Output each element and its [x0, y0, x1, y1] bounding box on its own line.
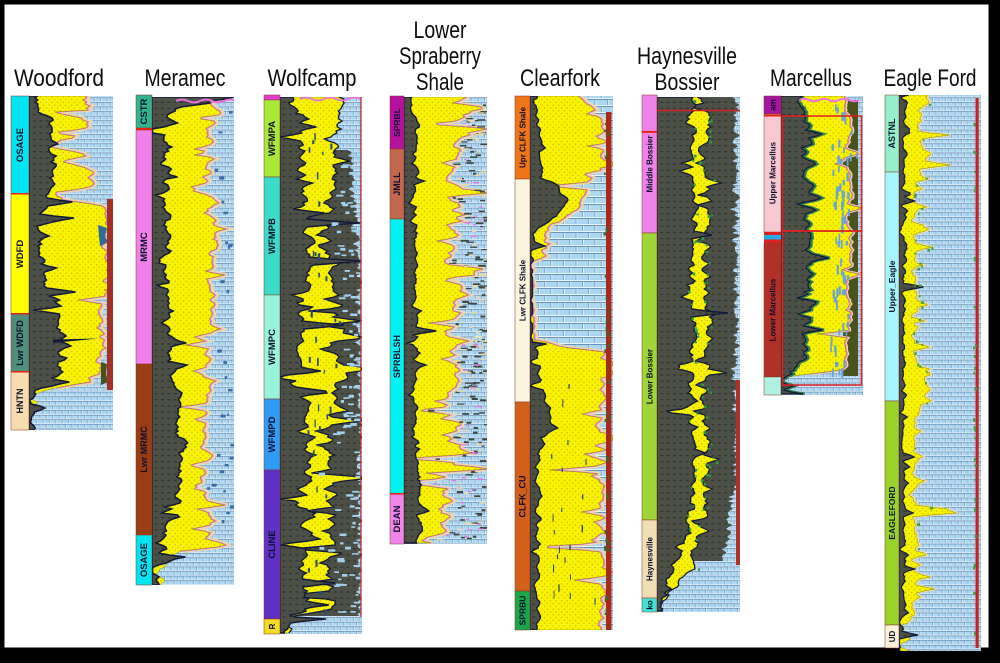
svg-text:Bossier: Bossier: [655, 69, 720, 96]
svg-text:Haynesville: Haynesville: [646, 536, 655, 581]
svg-text:Lwr CLFK Shale: Lwr CLFK Shale: [519, 259, 528, 321]
svg-text:Spraberry: Spraberry: [399, 43, 481, 70]
svg-text:CLFK_CU: CLFK_CU: [518, 476, 528, 518]
svg-text:Upper_Eagle: Upper_Eagle: [887, 260, 897, 312]
svg-text:SPRBU: SPRBU: [518, 596, 528, 626]
svg-text:Lwr WDFD: Lwr WDFD: [15, 320, 25, 366]
svg-text:WFMPB: WFMPB: [267, 218, 278, 254]
svg-text:JMLL: JMLL: [392, 172, 402, 196]
svg-text:Lwr MRMC: Lwr MRMC: [139, 426, 149, 473]
svg-text:Middle Bossier: Middle Bossier: [646, 136, 655, 193]
svg-text:Meramec: Meramec: [145, 65, 226, 92]
svg-text:am: am: [769, 99, 778, 111]
svg-text:WFMPA: WFMPA: [267, 121, 278, 156]
svg-text:Lower Marcellus: Lower Marcellus: [769, 278, 778, 341]
svg-text:UD: UD: [888, 631, 897, 643]
svg-text:ko: ko: [646, 600, 655, 609]
svg-text:Clearfork: Clearfork: [520, 65, 601, 92]
svg-text:Upr CLFK Shale: Upr CLFK Shale: [519, 107, 528, 168]
svg-text:Marcellus: Marcellus: [770, 65, 852, 92]
svg-text:CLINE: CLINE: [267, 530, 278, 559]
svg-text:CSTR: CSTR: [139, 98, 150, 124]
svg-text:Lower Bossier: Lower Bossier: [646, 349, 655, 404]
svg-text:OSAGE: OSAGE: [139, 543, 150, 577]
svg-text:Eagle Ford: Eagle Ford: [884, 65, 977, 92]
svg-text:WDFD: WDFD: [15, 240, 26, 269]
svg-text:Shale: Shale: [416, 69, 464, 96]
svg-text:HNTN: HNTN: [15, 389, 25, 414]
svg-text:WFMPD: WFMPD: [267, 416, 278, 452]
svg-text:SPRBLSH: SPRBLSH: [392, 335, 402, 378]
svg-text:DEAN: DEAN: [392, 505, 403, 532]
svg-text:Wolfcamp: Wolfcamp: [268, 65, 357, 92]
svg-text:Lower: Lower: [414, 17, 467, 44]
svg-text:R: R: [268, 623, 277, 629]
svg-text:OSAGE: OSAGE: [15, 128, 26, 162]
svg-text:Woodford: Woodford: [14, 65, 104, 92]
svg-text:MRMC: MRMC: [139, 232, 150, 262]
svg-text:EAGLEFORD: EAGLEFORD: [887, 486, 897, 539]
svg-text:ASTNL: ASTNL: [887, 118, 897, 148]
svg-text:Haynesville: Haynesville: [637, 43, 737, 70]
svg-text:SPRBL: SPRBL: [392, 108, 402, 137]
svg-text:WFMPC: WFMPC: [267, 329, 278, 365]
svg-text:Upper Marcellus: Upper Marcellus: [769, 141, 778, 204]
